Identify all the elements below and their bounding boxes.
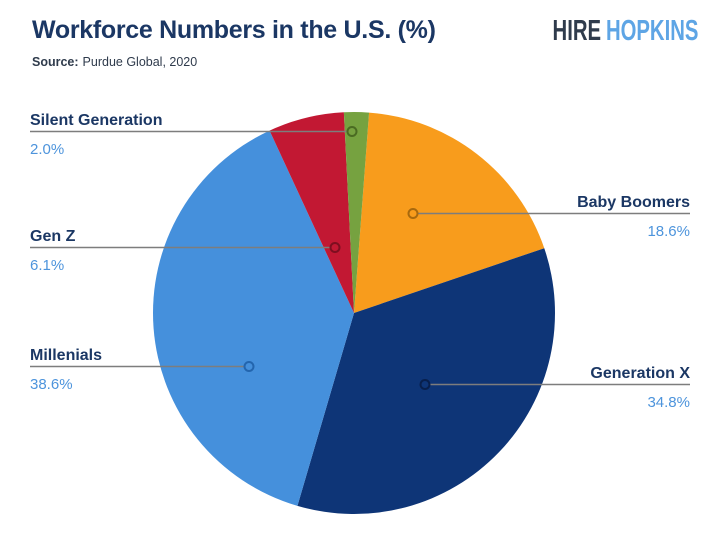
slice-label-baby-boomers: Baby Boomers [577,194,690,211]
pie-slice-gen-z [269,112,354,313]
source-value: Purdue Global, 2020 [82,55,198,69]
callout-millenials: Millenials 38.6% [30,346,260,394]
logo-word-hire: HIRE [552,15,601,47]
slice-pct-baby-boomers: 18.6% [647,223,690,240]
pie-slice-silent-generation [343,112,370,313]
marker-ring-millenials [243,361,255,372]
slice-label-silent-generation: Silent Generation [30,112,163,129]
source-label: Source: [32,55,79,69]
logo-word-hopkins: HOPKINS [605,15,698,47]
callout-generation-x: Generation X 34.8% [460,364,690,412]
pie-slice-millenials [152,130,354,506]
hire-hopkins-logo: HIRE HOPKINS [552,15,698,48]
marker-ring-gen-z [329,242,341,253]
slice-pct-gen-z: 6.1% [30,257,65,274]
marker-ring-generation-x [419,379,431,390]
callout-silent-generation: Silent Generation 2.0% [30,111,260,159]
slice-label-gen-z: Gen Z [30,228,76,245]
slice-pct-millenials: 38.6% [30,376,73,393]
slice-pct-generation-x: 34.8% [647,394,690,411]
page-title: Workforce Numbers in the U.S. (%) [32,16,436,44]
marker-ring-baby-boomers [407,208,419,219]
slice-pct-silent-generation: 2.0% [30,141,65,158]
slice-label-millenials: Millenials [30,347,103,364]
callout-gen-z: Gen Z 6.1% [30,227,260,275]
marker-ring-silent-generation [346,126,358,137]
source-line: Source: Purdue Global, 2020 [32,55,197,69]
slice-label-generation-x: Generation X [590,365,690,382]
callout-baby-boomers: Baby Boomers 18.6% [460,193,690,241]
